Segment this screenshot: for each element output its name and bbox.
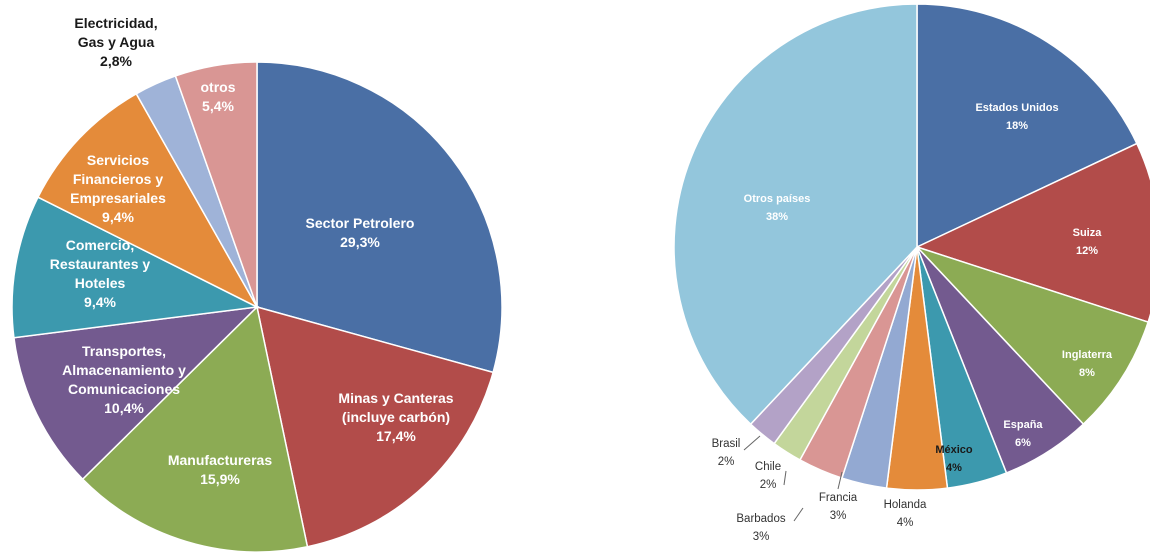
slice-label-manufactureras: Manufactureras 15,9% [168,452,272,487]
slice-label-servicios: Servicios Financieros y Empresariales 9,4% [70,152,166,225]
pie-slice-sector-petrolero [256,61,503,374]
pie-slice-otros [174,61,258,308]
slice-label-sector-petrolero: Sector Petrolero 29,3% [306,215,415,250]
slice-label-chile: Chile 2% [755,461,781,491]
slice-label-barbados: Barbados 3% [736,513,785,543]
slice-label-espana: España 6% [1003,419,1043,449]
slice-label-otros: otros 5,4% [201,79,236,114]
pie-slice-transportes [13,305,260,481]
slice-label-comercio: Comercio, Restaurantes y Hoteles 9,4% [50,237,151,310]
leader-line-chile [783,470,787,486]
slice-label-brasil: Brasil 2% [712,438,741,468]
slice-label-mexico: México 4% [935,444,973,474]
slice-label-inglaterra: Inglaterra 8% [1062,349,1113,379]
slice-label-transportes: Transportes, Almacenamiento y Comunicacion… [62,343,186,416]
leader-line-francia [837,471,843,490]
pie-slice-minas-y-canteras [256,305,495,548]
sector-pie-chart: Sector Petrolero 29,3% Minas y Canteras (in… [11,15,503,553]
slice-label-suiza: Suiza 12% [1073,227,1103,257]
pie-slice-suiza [914,142,1150,324]
slice-label-francia: Francia 3% [819,492,858,522]
leader-line-brasil [743,435,761,451]
slice-label-electricidad: Electricidad, Gas y Agua 2,8% [74,15,157,69]
country-pie-chart: Estados Unidos 18% Suiza 12% Inglaterra 8% Esp… [673,3,1150,543]
slice-label-otros-paises: Otros países 38% [744,193,811,223]
pie-slice-manufactureras [81,305,309,553]
pie-slice-estados-unidos [916,3,1138,249]
leader-line-barbados [793,507,804,522]
slice-label-minas-y-canteras: Minas y Canteras (incluye carbón) 17,4% [338,390,453,444]
slice-label-estados-unidos: Estados Unidos 18% [975,102,1058,132]
pie-slice-servicios [37,92,259,309]
slice-label-holanda: Holanda 4% [884,499,927,529]
pie-slice-comercio [11,196,260,339]
pie-slice-otros-paises [673,3,918,426]
pie-slice-inglaterra [916,246,1150,426]
